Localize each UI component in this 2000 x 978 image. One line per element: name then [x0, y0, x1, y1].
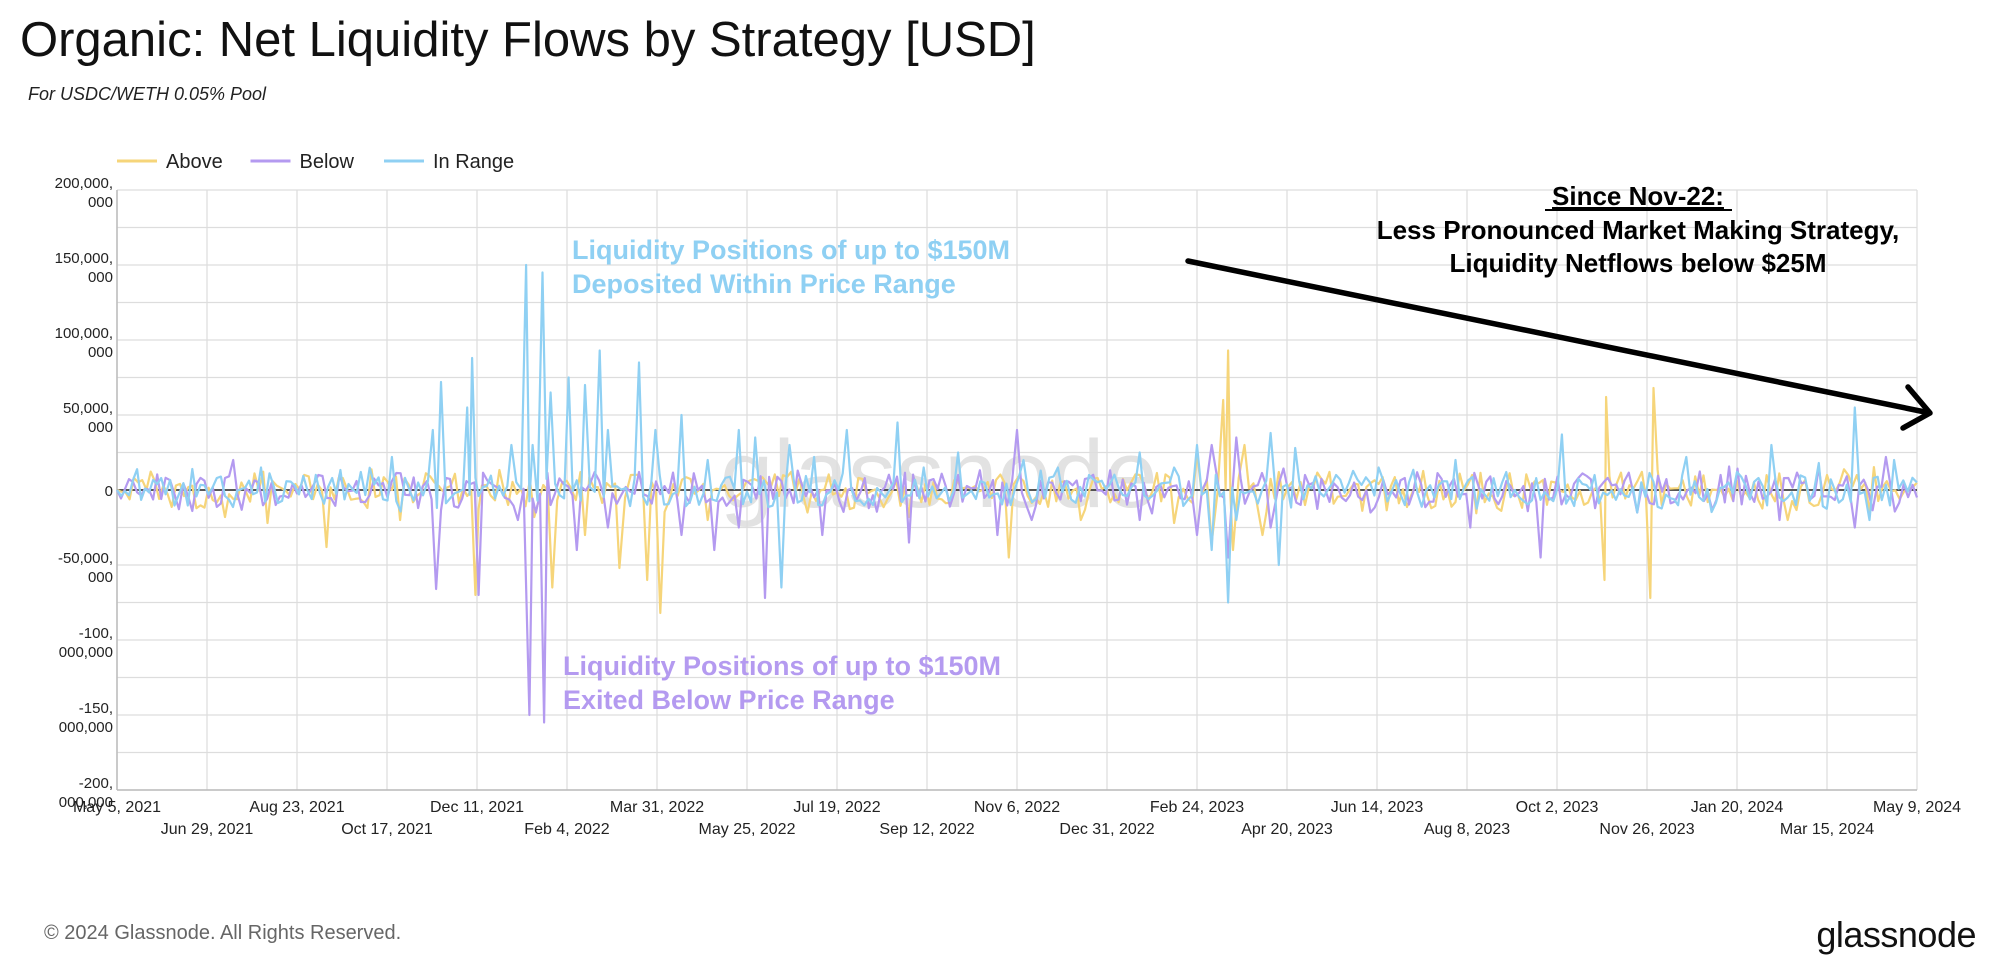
y-tick-label-line: 000	[88, 194, 113, 211]
y-tick-label-line: -150,	[79, 700, 113, 717]
y-tick-label-line: 150,000,	[55, 250, 113, 267]
y-tick-label-line: 50,000,	[63, 400, 113, 417]
x-tick-label: Jun 29, 2021	[161, 821, 254, 838]
annotation-below-line: Liquidity Positions of up to $150M	[563, 651, 1001, 681]
y-tick-label: -100, 000,000	[59, 625, 113, 661]
x-tick-label: Dec 11, 2021	[430, 799, 524, 816]
chart-subtitle: For USDC/WETH 0.05% Pool	[28, 84, 267, 104]
annotation-in-range-line: Liquidity Positions of up to $150M	[572, 235, 1010, 265]
series-line-above	[116, 349, 1918, 615]
y-tick-label: 50,000, 000	[63, 400, 113, 436]
x-tick-label: Feb 24, 2023	[1150, 799, 1244, 816]
y-tick-label: -200, 000,000	[59, 775, 113, 811]
x-tick-label: Jul 19, 2022	[793, 799, 880, 816]
x-tick-label: May 25, 2022	[699, 821, 796, 838]
x-tick-label: May 5, 2021	[73, 799, 161, 816]
legend-label-above: Above	[166, 151, 223, 173]
y-tick-label: 150,000, 000	[55, 250, 113, 286]
series-line-in-range	[116, 263, 1918, 604]
x-tick-label: Nov 6, 2022	[974, 799, 1060, 816]
series-line-below	[116, 428, 1919, 724]
y-tick-label: 100,000, 000	[55, 325, 113, 361]
trend-arrow-head	[1900, 384, 1933, 431]
x-tick-label: Jan 20, 2024	[1691, 799, 1784, 816]
chart-title: Organic: Net Liquidity Flows by Strategy…	[20, 13, 1036, 67]
y-tick-label-line: -100,	[79, 625, 113, 642]
copyright-footer: © 2024 Glassnode. All Rights Reserved.	[44, 922, 402, 944]
annotation-in-range-line: Deposited Within Price Range	[572, 269, 956, 299]
y-tick-label-line: 000,000	[59, 794, 113, 811]
y-tick-label-line: 0	[105, 483, 113, 500]
annotation-since-line: Less Pronounced Market Making Strategy,	[1377, 215, 1900, 245]
brand-logo: glassnode	[1816, 914, 1976, 955]
x-tick-label: Aug 8, 2023	[1424, 821, 1510, 838]
y-tick-label-line: 000,000	[59, 719, 113, 736]
y-tick-label-line: -50,000,	[58, 550, 113, 567]
x-tick-label: Feb 4, 2022	[524, 821, 610, 838]
x-tick-label: May 9, 2024	[1873, 799, 1961, 816]
y-tick-label: -50,000, 000	[58, 550, 113, 586]
x-tick-label: Mar 15, 2024	[1780, 821, 1874, 838]
y-tick-label: 200,000, 000	[55, 175, 113, 211]
y-tick-label-line: 100,000,	[55, 325, 113, 342]
legend: Above Below In Range	[117, 151, 514, 173]
y-tick-label: -150, 000,000	[59, 700, 113, 736]
y-tick-label-line: 000	[88, 569, 113, 586]
y-tick-label-line: -200,	[79, 775, 113, 792]
x-tick-label: Sep 12, 2022	[879, 821, 974, 838]
legend-label-below: Below	[300, 151, 355, 173]
annotation-since-heading: Since Nov-22:	[1552, 181, 1724, 211]
y-tick-label-line: 000	[88, 269, 113, 286]
y-tick-label-line: 200,000,	[55, 175, 113, 192]
grid-lines	[116, 189, 1918, 791]
x-tick-label: Dec 31, 2022	[1059, 821, 1154, 838]
x-tick-label: Oct 2, 2023	[1516, 799, 1599, 816]
annotation-since-line: Liquidity Netflows below $25M	[1449, 248, 1826, 278]
x-tick-label: Mar 31, 2022	[610, 799, 704, 816]
trend-arrow-shaft	[1185, 258, 1928, 415]
y-tick-label-line: 000	[88, 344, 113, 361]
legend-label-in-range: In Range	[433, 151, 514, 173]
y-tick-label-line: 000,000	[59, 644, 113, 661]
x-tick-label: Aug 23, 2021	[249, 799, 344, 816]
x-tick-label: Apr 20, 2023	[1241, 821, 1333, 838]
annotation-below-line: Exited Below Price Range	[563, 685, 895, 715]
y-tick-label-line: 000	[88, 419, 113, 436]
x-tick-label: Oct 17, 2021	[341, 821, 433, 838]
x-tick-label: Nov 26, 2023	[1599, 821, 1694, 838]
y-tick-label: 0	[105, 483, 113, 500]
x-tick-label: Jun 14, 2023	[1331, 799, 1424, 816]
